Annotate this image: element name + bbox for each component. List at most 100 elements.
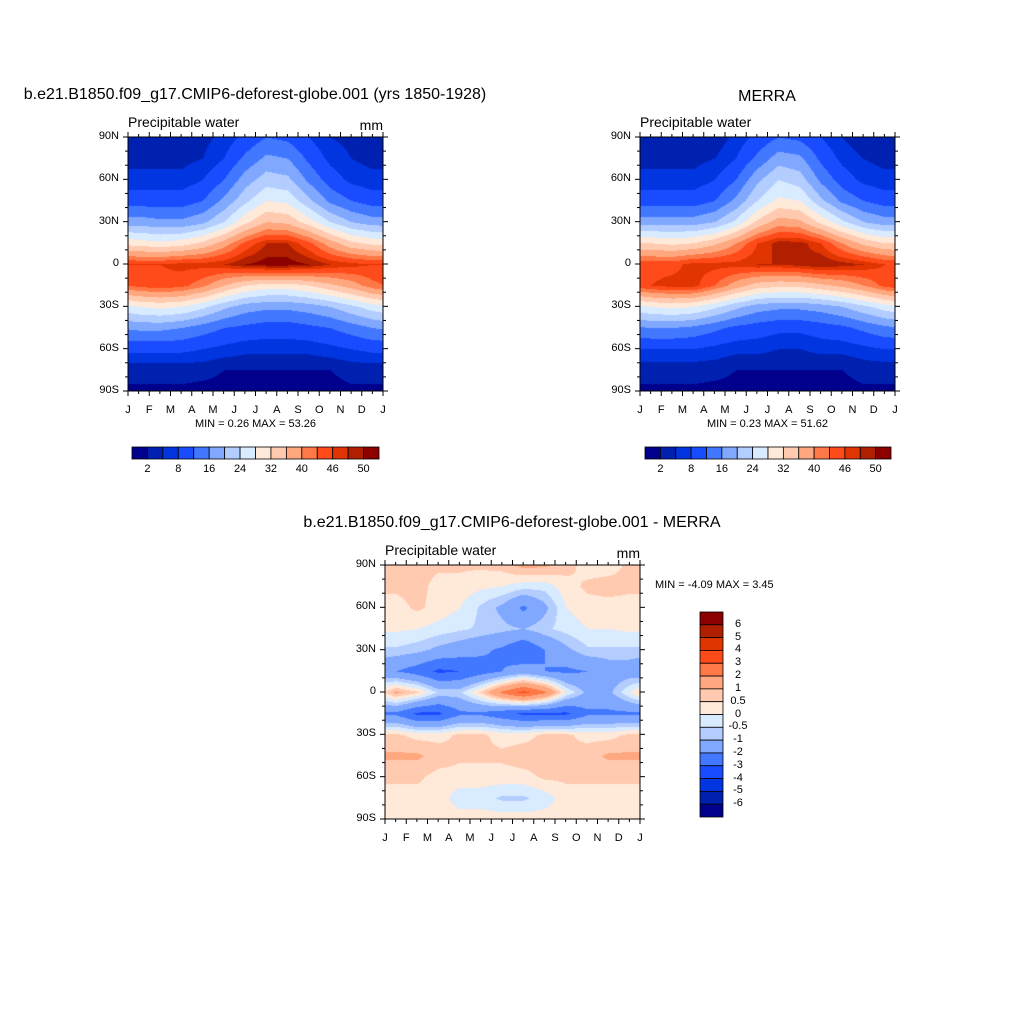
contour-field-0 [128, 137, 383, 391]
x-tick-label: M [465, 832, 475, 844]
plot-frame [127, 136, 384, 392]
y-tick-label: 0 [624, 257, 631, 269]
colorbar-box [699, 637, 724, 651]
colorbar-box [829, 446, 846, 460]
colorbar-box [752, 446, 769, 460]
x-tick-label: M [677, 404, 688, 416]
colorbar-label: 8 [688, 463, 695, 475]
colorbar-box [208, 446, 226, 460]
x-tick-label: J [231, 404, 238, 416]
y-tick-label: 90N [98, 130, 119, 142]
x-tick-label: A [273, 404, 281, 416]
colorbar-label: 6 [734, 617, 742, 630]
x-tick-label: F [657, 404, 665, 416]
x-tick-label: D [357, 404, 366, 416]
x-tick-label: S [551, 832, 559, 844]
colorbar-box [736, 446, 754, 460]
x-tick-label: J [382, 832, 388, 844]
y-tick-label: 60N [610, 172, 631, 185]
x-tick-label: S [806, 404, 814, 416]
y-tick-label: 0 [112, 257, 119, 269]
colorbar-box [644, 446, 661, 460]
chart-subtitle: Precipitable water [640, 114, 752, 130]
x-tick-label: N [848, 404, 857, 416]
colorbar-label: 32 [264, 463, 278, 475]
colorbar-label: 3 [734, 656, 742, 669]
x-tick-label: J [125, 404, 131, 416]
x-tick-label: O [571, 832, 581, 844]
colorbar-box [255, 446, 272, 460]
colorbar-label: 16 [203, 463, 216, 475]
x-tick-label: F [402, 832, 410, 844]
y-tick-label: 90S [356, 812, 376, 824]
x-tick-label: A [445, 832, 453, 844]
y-tick-label: 60S [356, 769, 376, 782]
x-tick-label: A [700, 404, 708, 416]
colorbar-box [699, 688, 724, 703]
colorbar-label: 2 [144, 463, 151, 475]
colorbar-label: 4 [734, 643, 742, 656]
min-max-stats: MIN = -4.09 MAX = 3.45 [655, 579, 774, 591]
colorbar-box [706, 446, 723, 460]
units-label: mm [359, 117, 383, 133]
colorbar-box [859, 446, 877, 460]
x-tick-label: A [188, 404, 196, 416]
y-tick-label: 30S [611, 299, 631, 312]
colorbar-box [782, 446, 800, 460]
colorbar-label: 16 [715, 463, 728, 475]
chart-title: MERRA [738, 88, 796, 105]
colorbar-label: 0.5 [730, 694, 746, 707]
x-tick-label: A [530, 832, 538, 844]
colorbar-label: 0 [734, 707, 742, 720]
plot-frame [384, 564, 641, 820]
colorbar-label: 24 [746, 463, 759, 475]
colorbar-label: 40 [808, 463, 821, 475]
x-tick-label: O [826, 404, 836, 416]
colorbar-box [316, 446, 334, 460]
y-tick-label: 30N [610, 214, 631, 227]
colorbar-label: -5 [733, 784, 743, 797]
colorbar-box [767, 446, 784, 460]
x-tick-label: J [637, 832, 643, 844]
x-tick-label: M [165, 404, 176, 416]
contour-field-1 [640, 137, 895, 391]
colorbar-box [347, 446, 364, 460]
chart-title: b.e21.B1850.f09_g17.CMIP6-deforest-globe… [23, 86, 487, 103]
x-tick-label: J [892, 404, 898, 416]
colorbar-box [699, 624, 724, 639]
colorbar-label: 40 [295, 463, 308, 475]
chart-subtitle: Precipitable water [128, 114, 240, 130]
chart-title: b.e21.B1850.f09_g17.CMIP6-deforest-globe… [303, 514, 721, 531]
colorbar-box [699, 611, 724, 626]
colorbar-box [721, 446, 738, 460]
colorbar-label: -0.5 [728, 720, 748, 733]
colorbar-box [699, 675, 724, 690]
y-tick-label: 90N [355, 558, 376, 570]
colorbar-label: 5 [734, 630, 742, 643]
colorbar-box [699, 714, 724, 728]
colorbar-box [285, 446, 303, 460]
x-tick-label: D [869, 404, 878, 416]
colorbar-box [177, 446, 195, 460]
chart-subtitle: Precipitable water [385, 542, 497, 558]
colorbar-box [798, 446, 815, 460]
colorbar-box [699, 739, 724, 754]
colorbar-box [699, 726, 724, 741]
y-tick-label: 30S [356, 727, 376, 740]
y-tick-label: 60N [98, 172, 119, 185]
x-tick-label: J [252, 404, 259, 416]
colorbar-box [875, 446, 892, 460]
colorbar-label: -4 [733, 771, 743, 784]
plot-frame [639, 136, 896, 392]
x-tick-label: J [637, 404, 643, 416]
colorbar-box [813, 446, 830, 460]
colorbar-box [147, 446, 164, 460]
x-tick-label: M [422, 832, 433, 844]
colorbar-label: -2 [733, 745, 743, 758]
y-tick-label: 30N [98, 214, 119, 227]
colorbar-label: 46 [326, 463, 339, 475]
x-tick-label: A [785, 404, 793, 416]
colorbar-label: -3 [733, 758, 743, 771]
